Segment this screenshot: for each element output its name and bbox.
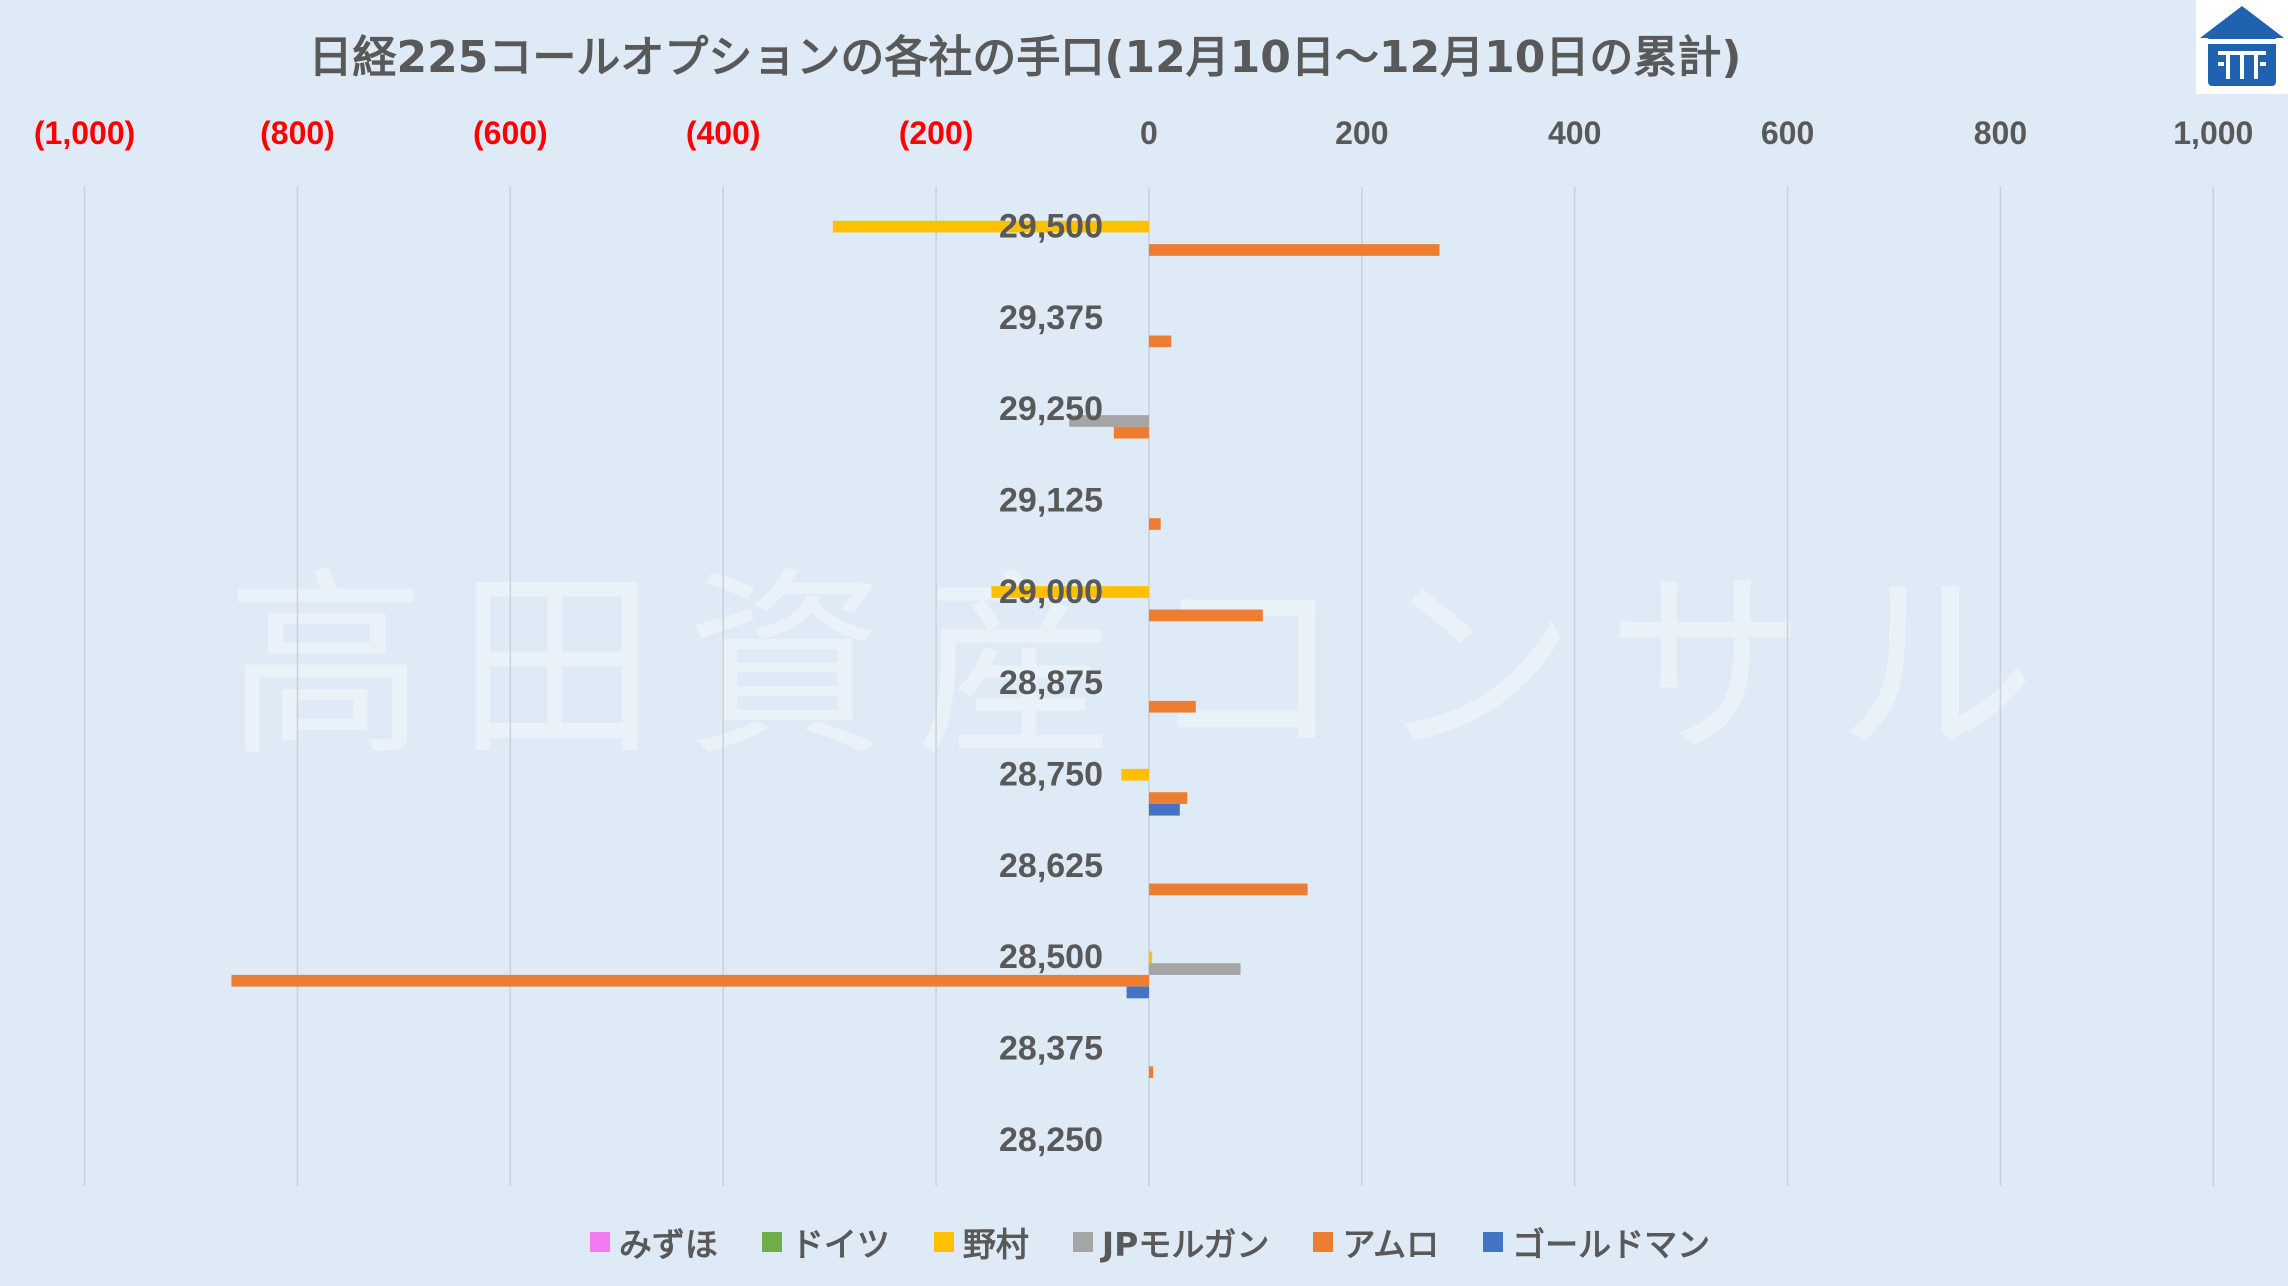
bar-amro-3 <box>1148 518 1161 530</box>
bar-jpmorgan-2 <box>1069 415 1149 427</box>
bar-nomura-8 <box>1148 951 1153 964</box>
legend-label: ドイツ <box>790 1225 890 1264</box>
legend-swatch <box>933 1232 954 1252</box>
bar-jpmorgan-8 <box>1148 963 1241 975</box>
y-tick-label: 29,500 <box>999 207 1103 245</box>
x-tick-label: (400) <box>686 115 761 151</box>
legend-item: ゴールドマン <box>1483 1218 1710 1266</box>
legend-label: アムロ <box>1342 1225 1440 1264</box>
logo <box>2196 0 2288 94</box>
bar-amro-0 <box>1148 244 1440 256</box>
bar-amro-7 <box>1148 883 1308 896</box>
x-tick-label: 1,000 <box>2173 115 2253 151</box>
legend-swatch <box>1483 1232 1504 1252</box>
y-tick-label: 28,375 <box>999 1030 1103 1068</box>
y-tick-label: 29,375 <box>999 299 1103 337</box>
x-tick-label: (600) <box>473 115 548 151</box>
bar-amro-8 <box>231 974 1149 987</box>
y-tick-label: 28,875 <box>999 664 1103 702</box>
bar-nomura-4 <box>991 586 1149 598</box>
bar-goldman-8 <box>1126 986 1149 999</box>
house-logo-icon <box>2196 0 2288 94</box>
legend-swatch <box>1313 1232 1334 1252</box>
y-tick-label: 28,750 <box>999 756 1103 794</box>
x-tick-label: 200 <box>1335 115 1388 151</box>
bar-nomura-6 <box>1121 768 1149 781</box>
x-tick-label: (200) <box>899 115 974 151</box>
x-tick-label: (800) <box>260 115 335 151</box>
x-tick-label: 400 <box>1548 115 1601 151</box>
legend-swatch <box>761 1232 782 1252</box>
bar-amro-5 <box>1148 700 1196 713</box>
legend-item: アムロ <box>1313 1218 1439 1266</box>
x-tick-label: 0 <box>1140 115 1158 151</box>
legend-item: みずほ <box>589 1218 718 1266</box>
y-tick-label: 29,125 <box>999 482 1103 520</box>
legend: みずほ ドイツ 野村 JPモルガン アムロ ゴールドマン <box>12 1218 2288 1266</box>
y-tick-label: 29,000 <box>999 573 1103 611</box>
x-tick-label: 600 <box>1761 115 1814 151</box>
bar-amro-1 <box>1148 335 1172 348</box>
legend-item: JPモルガン <box>1072 1218 1270 1266</box>
legend-label: ゴールドマン <box>1512 1225 1711 1264</box>
bar-amro-9 <box>1148 1066 1154 1078</box>
bar-nomura-0 <box>832 220 1149 233</box>
x-tick-label: (1,000) <box>34 115 135 151</box>
legend-swatch <box>589 1232 610 1252</box>
legend-label: みずほ <box>618 1225 718 1264</box>
legend-swatch <box>1072 1232 1093 1252</box>
bar-goldman-6 <box>1148 803 1180 816</box>
legend-label: JPモルガン <box>1101 1225 1270 1264</box>
bar-amro-2 <box>1113 426 1149 439</box>
bar-amro-4 <box>1148 609 1263 622</box>
y-tick-label: 28,625 <box>999 847 1103 885</box>
y-tick-label: 29,250 <box>999 390 1103 428</box>
legend-label: 野村 <box>962 1225 1029 1264</box>
bar-amro-6 <box>1148 792 1188 804</box>
legend-item: ドイツ <box>761 1218 890 1266</box>
x-tick-label: 800 <box>1974 115 2027 151</box>
y-tick-label: 28,500 <box>999 938 1103 976</box>
y-tick-label: 28,250 <box>999 1121 1103 1159</box>
chart-title: 日経225コールオプションの各社の手口(12月10日～12月10日の累計) <box>308 32 1742 83</box>
legend-item: 野村 <box>933 1218 1029 1266</box>
